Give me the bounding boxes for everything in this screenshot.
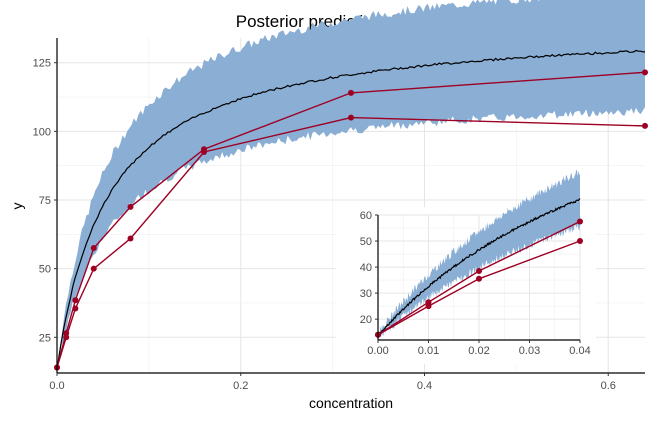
x-tick-label: 0.03 xyxy=(519,345,540,357)
y-tick-label: 50 xyxy=(360,236,372,248)
y-tick-label: 60 xyxy=(360,210,372,222)
x-tick-label: 0.0 xyxy=(49,380,64,392)
y-tick-label: 100 xyxy=(33,126,51,138)
observed-point xyxy=(577,218,583,225)
posterior-band xyxy=(57,0,645,372)
observed-point xyxy=(476,275,482,282)
observed-point xyxy=(72,305,79,312)
posterior-median-line xyxy=(56,49,646,370)
x-tick-label: 0.4 xyxy=(417,380,432,392)
main-tick-labels: 0.0 0.2 0.4 0.6 25 50 75 100 125 xyxy=(33,58,616,392)
inset-posterior-band xyxy=(378,169,580,338)
x-tick-label: 0.01 xyxy=(418,345,439,357)
y-tick-label: 40 xyxy=(360,262,372,274)
y-tick-label: 75 xyxy=(39,195,51,207)
main-axes xyxy=(54,38,645,376)
observed-series-line-2 xyxy=(56,116,646,368)
observed-point xyxy=(127,235,134,242)
observed-point xyxy=(72,297,79,304)
inset-median-line xyxy=(377,198,581,337)
observed-series-line-1 xyxy=(56,71,646,368)
observed-point xyxy=(577,238,583,245)
posterior-interval-area xyxy=(378,169,580,338)
observed-point xyxy=(201,148,207,155)
observed-point xyxy=(90,265,97,272)
y-tick-label: 30 xyxy=(360,288,372,300)
observed-point xyxy=(642,122,648,129)
observed-point xyxy=(127,203,134,210)
observed-point xyxy=(425,303,432,310)
inset-zoom-panel: 0.00 0.01 0.02 0.03 0.04 20 30 40 50 60 xyxy=(336,169,596,364)
observed-series xyxy=(54,69,648,371)
x-tick-label: 0.6 xyxy=(601,380,616,392)
inset-observed-series xyxy=(375,218,583,338)
y-axis-label: y xyxy=(9,203,25,210)
y-tick-label: 25 xyxy=(39,332,51,344)
observed-point xyxy=(63,334,70,341)
y-tick-label: 50 xyxy=(39,264,51,276)
y-tick-label: 125 xyxy=(33,58,51,70)
x-tick-label: 0.02 xyxy=(468,345,489,357)
observed-point xyxy=(90,245,97,252)
x-axis-label: concentration xyxy=(309,395,393,411)
observed-series-line-1 xyxy=(377,220,581,336)
observed-point xyxy=(476,267,482,274)
posterior-interval-area xyxy=(57,0,645,372)
observed-series-line-2 xyxy=(377,240,581,336)
median-line xyxy=(377,198,581,337)
x-tick-label: 0.2 xyxy=(233,380,248,392)
x-tick-label: 0.04 xyxy=(569,345,590,357)
y-tick-label: 20 xyxy=(360,314,372,326)
observed-point xyxy=(348,89,354,96)
observed-point xyxy=(348,114,354,121)
median-line xyxy=(56,49,646,370)
observed-point xyxy=(642,69,648,76)
x-tick-label: 0.00 xyxy=(367,345,388,357)
inset-axes xyxy=(375,214,581,343)
inset-tick-labels: 0.00 0.01 0.02 0.03 0.04 20 30 40 50 60 xyxy=(360,210,591,357)
